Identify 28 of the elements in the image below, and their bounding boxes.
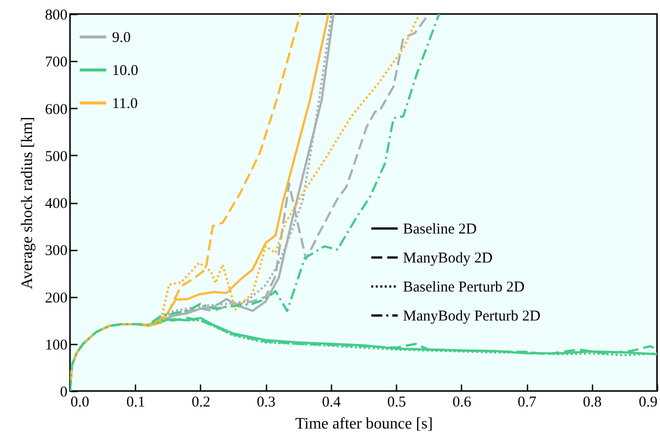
y-tick-label: 200 [45, 290, 68, 306]
y-tick-label: 100 [45, 337, 68, 354]
legend-label: 10.0 [112, 63, 138, 79]
y-axis-title: Average shock radius [km] [19, 116, 36, 290]
x-tick-label: 0.4 [322, 394, 342, 410]
legend-label: 9.0 [112, 30, 131, 46]
x-tick-label: 0.1 [126, 394, 146, 410]
annotation: ManyBody 2D [403, 250, 493, 266]
y-tick-label: 600 [45, 102, 68, 118]
x-axis-title: Time after bounce [s] [295, 416, 433, 432]
x-tick-label: 0.0 [70, 394, 90, 410]
x-tick-label: 0.8 [582, 394, 602, 410]
x-tick-label: 0.5 [387, 394, 406, 410]
annotation: ManyBody Perturb 2D [403, 308, 541, 324]
y-tick-label: 700 [45, 54, 68, 71]
y-tick-label: 800 [45, 8, 68, 24]
x-tick-label: 0.7 [518, 394, 537, 410]
x-tick-label: 0.2 [192, 394, 210, 410]
y-tick-label: 300 [45, 243, 68, 260]
legend-label: 11.0 [112, 96, 138, 112]
x-tick-label: 0.3 [256, 394, 276, 410]
y-tick-label: 400 [45, 196, 68, 212]
y-tick-label: 500 [45, 148, 68, 165]
annotation: Baseline 2D [403, 222, 477, 238]
y-tick-label: 0 [60, 384, 68, 400]
x-tick-label: 0.6 [452, 394, 472, 410]
x-tick-label: 0.9 [638, 394, 658, 410]
annotation: Baseline Perturb 2D [403, 280, 525, 296]
